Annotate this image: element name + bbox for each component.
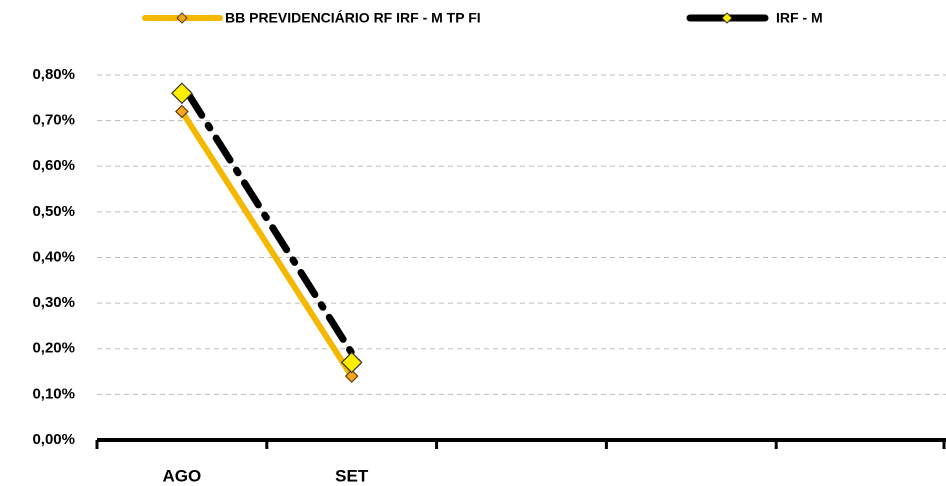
- y-tick-label: 0,50%: [32, 203, 75, 220]
- y-tick-label: 0,00%: [32, 431, 75, 448]
- y-tick-label: 0,60%: [32, 157, 75, 174]
- series-line: [184, 89, 362, 366]
- y-tick-label: 0,70%: [32, 112, 75, 129]
- legend-marker: [721, 12, 733, 24]
- y-tick-label: 0,30%: [32, 294, 75, 311]
- y-tick-label: 0,40%: [32, 248, 75, 265]
- y-tick-label: 0,20%: [32, 340, 75, 357]
- marker: [340, 351, 363, 374]
- marker: [171, 82, 193, 105]
- legend-label: BB PREVIDENCIÁRIO RF IRF - M TP FI: [225, 10, 481, 26]
- marker: [344, 369, 359, 383]
- x-tick-label: SET: [335, 466, 369, 485]
- y-tick-label: 0,10%: [32, 385, 75, 402]
- legend-marker: [176, 12, 188, 24]
- legend-label: IRF - M: [776, 10, 823, 26]
- marker: [175, 104, 189, 119]
- x-tick-label: AGO: [163, 466, 202, 485]
- y-tick-label: 0,80%: [32, 66, 75, 83]
- series-line: [178, 108, 355, 380]
